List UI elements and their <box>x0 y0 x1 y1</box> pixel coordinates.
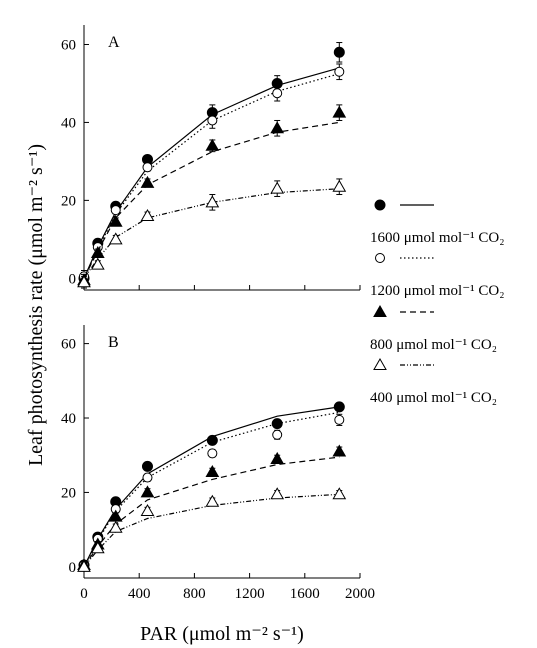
data-point <box>207 448 218 459</box>
data-point <box>272 88 283 99</box>
panel-b: 0 20 40 60 0 400 800 1200 1600 2000 B <box>61 325 375 602</box>
data-point <box>270 487 285 500</box>
x-tick-label: 1600 <box>290 586 320 602</box>
y-tick-label: 60 <box>61 37 76 53</box>
x-tick-label: 0 <box>80 586 88 602</box>
panel-letter: A <box>108 34 120 51</box>
series-1600 <box>78 401 345 571</box>
x-tick-label: 2000 <box>345 586 375 602</box>
y-tick-label: 60 <box>61 337 76 353</box>
y-tick-label: 40 <box>61 115 76 131</box>
series-400 <box>77 178 347 289</box>
x-tick-label: 400 <box>128 586 151 602</box>
data-point <box>270 451 285 464</box>
data-point <box>108 214 123 227</box>
data-point <box>205 494 220 507</box>
data-point <box>108 232 123 245</box>
legend-item-800: 800 μmol mol⁻¹ CO₂ <box>370 304 497 353</box>
y-tick-label: 0 <box>69 560 77 576</box>
legend-item-1200: 1200 μmol mol⁻¹ CO₂ <box>370 253 504 299</box>
data-point <box>140 175 155 188</box>
data-point <box>205 195 220 208</box>
legend-item-400: 400 μmol mol⁻¹ CO₂ <box>370 357 497 406</box>
data-point <box>205 138 220 151</box>
y-tick-label: 0 <box>69 271 77 287</box>
data-point <box>77 559 91 572</box>
data-point <box>142 472 153 483</box>
series-800 <box>77 104 347 287</box>
legend: 1600 μmol mol⁻¹ CO₂ 1200 μmol mol⁻¹ CO₂ 80… <box>370 199 504 406</box>
data-point <box>140 485 155 498</box>
legend-label: 400 μmol mol⁻¹ CO₂ <box>370 390 497 406</box>
fit-line-1600 <box>83 67 340 279</box>
data-point <box>270 181 285 194</box>
data-point <box>272 429 283 440</box>
data-point <box>270 121 285 134</box>
legend-marker <box>373 357 387 370</box>
data-point <box>108 520 123 533</box>
legend-label: 800 μmol mol⁻¹ CO₂ <box>370 337 497 353</box>
y-tick-label: 20 <box>61 193 76 209</box>
fit-line-400 <box>83 493 340 568</box>
series-1600 <box>78 42 345 285</box>
series-400 <box>77 487 347 572</box>
legend-marker <box>375 253 385 263</box>
data-point <box>206 434 218 446</box>
data-point <box>205 464 220 477</box>
data-point <box>333 46 345 58</box>
data-point <box>77 275 91 288</box>
data-point <box>334 66 345 77</box>
x-axis-title: PAR (μmol m⁻² s⁻¹) <box>140 623 304 645</box>
data-point <box>333 401 345 413</box>
legend-label: 1600 μmol mol⁻¹ CO₂ <box>370 230 504 246</box>
legend-label: 1200 μmol mol⁻¹ CO₂ <box>370 283 504 299</box>
y-tick-label: 40 <box>61 411 76 427</box>
data-point <box>142 162 153 173</box>
legend-item-1600: 1600 μmol mol⁻¹ CO₂ <box>370 199 504 246</box>
series-1200 <box>79 63 345 283</box>
data-point <box>334 414 345 425</box>
panel-a: 0 20 40 60 A <box>61 25 361 291</box>
data-point <box>332 487 347 500</box>
data-point <box>207 115 218 126</box>
panel-letter: B <box>108 334 119 351</box>
data-point <box>271 418 283 430</box>
data-point <box>110 205 121 216</box>
data-point <box>140 504 155 517</box>
x-tick-label: 800 <box>183 586 206 602</box>
data-point <box>90 257 105 270</box>
legend-marker <box>374 199 386 211</box>
data-point <box>332 179 347 192</box>
legend-marker <box>373 304 387 317</box>
fit-line-1600 <box>83 406 340 568</box>
data-point <box>141 460 153 472</box>
y-axis-title: Leaf photosynthesis rate (μmol m⁻² s⁻¹) <box>25 144 47 466</box>
data-point <box>332 105 347 118</box>
y-tick-label: 20 <box>61 485 76 501</box>
data-point <box>140 208 155 221</box>
x-tick-label: 1200 <box>235 586 265 602</box>
data-point <box>90 541 105 554</box>
data-point <box>332 444 347 457</box>
